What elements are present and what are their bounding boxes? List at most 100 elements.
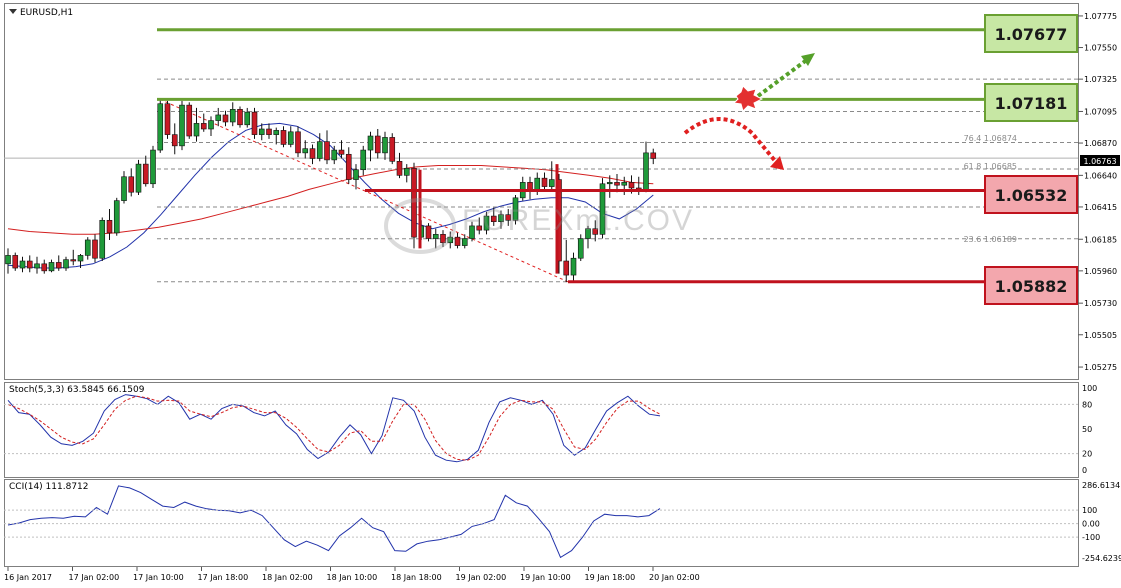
candle-body	[48, 262, 55, 272]
time-tick-label: 19 Jan 02:00	[456, 573, 507, 582]
candle-body	[244, 111, 251, 126]
candle-body	[490, 215, 497, 222]
support-value-2: 1.05882	[995, 277, 1068, 296]
candle-body	[548, 179, 555, 187]
candle-body	[237, 109, 243, 126]
stochastic-tick-label: 0	[1082, 466, 1087, 475]
price-tick-label: 1.07095	[1084, 107, 1117, 116]
price-tick-label: 1.06870	[1084, 139, 1117, 148]
time-tick-label: 18 Jan 02:00	[262, 573, 313, 582]
stochastic-tick-label: 100	[1082, 384, 1097, 393]
candle-body	[121, 176, 127, 201]
candle-body	[77, 255, 84, 262]
candle-body	[142, 163, 149, 185]
cci-tick-label: -254.6239	[1082, 554, 1121, 563]
price-tick-label: 1.06640	[1084, 171, 1117, 180]
price-tick-label: 1.06185	[1084, 235, 1117, 244]
candle-body	[396, 161, 403, 176]
stochastic-tick-label: 20	[1082, 450, 1092, 459]
candle-body	[92, 239, 98, 259]
time-tick-label: 17 Jan 18:00	[198, 573, 249, 582]
candle-body	[316, 141, 323, 159]
candle-body	[345, 153, 352, 180]
candle-body	[19, 260, 26, 269]
price-axis: 1.07775 1.07550 1.07325 1.07095 1.06870 1.066…	[4, 12, 1121, 563]
bearish-projection-arrow	[683, 117, 778, 164]
candle-body	[266, 128, 272, 135]
stochastic-tick-label: 50	[1082, 425, 1092, 434]
stochastic-signal-line	[7, 395, 661, 461]
resistance-box-2	[984, 14, 1078, 53]
resistance-value-1: 1.07181	[995, 94, 1068, 113]
candle-body	[171, 134, 178, 147]
price-tick-label: 1.07775	[1084, 12, 1117, 21]
candle-body	[512, 197, 519, 221]
candle-body	[106, 219, 113, 234]
fib-label-61-8: 61.8 1.06685	[964, 162, 1017, 171]
candle-body	[411, 168, 417, 238]
candle-body	[26, 260, 33, 269]
candle-body	[193, 123, 200, 137]
candle-body	[84, 239, 91, 256]
candle-body	[302, 148, 309, 154]
candle-body	[222, 114, 229, 123]
candle-body	[498, 214, 504, 222]
candle-body	[621, 182, 628, 186]
time-tick-label: 19 Jan 10:00	[520, 573, 571, 582]
candle-body	[599, 183, 606, 235]
candle-body	[34, 263, 40, 269]
cci-series	[7, 485, 661, 559]
candle-body	[186, 104, 193, 137]
candle-body	[389, 137, 396, 162]
candle-body	[440, 234, 446, 244]
chart-menu-triangle-icon[interactable]	[9, 9, 17, 14]
cci-pane-frame	[4, 479, 1079, 567]
candle-body	[229, 109, 236, 123]
candle-body	[331, 149, 338, 161]
candle-body	[483, 215, 490, 231]
candle-body	[215, 114, 222, 121]
time-tick-label: 18 Jan 18:00	[391, 573, 442, 582]
current-price-value: 1.06763	[1083, 157, 1116, 166]
fibonacci-lines	[4, 29, 1078, 283]
watermark-text: FOREXmt.COV	[462, 204, 694, 237]
candle-body	[614, 182, 620, 186]
cci-tick-label: -100	[1082, 533, 1100, 542]
candle-body	[461, 238, 468, 246]
candle-body	[570, 257, 577, 276]
candle-body	[382, 137, 388, 154]
fibonacci-trendline	[159, 98, 569, 283]
candlestick-series	[5, 98, 657, 283]
watermark: FOREXmt.COV	[384, 198, 694, 254]
candle-body	[63, 259, 69, 269]
price-pane-frame	[4, 3, 1079, 380]
cci-label: CCI(14) 111.8712	[9, 482, 89, 492]
time-tick-label: 17 Jan 02:00	[69, 573, 120, 582]
candle-body	[628, 182, 635, 189]
candle-body	[251, 111, 258, 135]
time-tick-label: 17 Jan 10:00	[133, 573, 184, 582]
cci-tick-label: 100	[1082, 506, 1097, 515]
cci-tick-label: 286.6134	[1082, 481, 1120, 490]
bearish-arrow-head	[770, 156, 784, 170]
bullish-projection-arrow	[756, 57, 810, 98]
candle-body	[287, 131, 294, 145]
candle-body	[273, 130, 280, 135]
candle-body	[585, 228, 591, 239]
time-axis: 16 Jan 2017 17 Jan 02:00 17 Jan 10:00 17 Ja…	[4, 567, 700, 582]
current-price-tag	[1080, 155, 1120, 166]
candle-body	[360, 149, 367, 171]
price-tick-label: 1.05960	[1084, 267, 1117, 276]
candle-body	[403, 168, 410, 176]
candle-body	[606, 182, 613, 185]
candle-body	[454, 236, 461, 246]
breakout-burst-icon	[732, 85, 764, 112]
candle-body	[295, 131, 301, 154]
time-tick-label: 20 Jan 02:00	[649, 573, 700, 582]
support-box-2	[984, 266, 1078, 305]
stochastic-label: Stoch(5,3,3) 63.5845 66.1509	[9, 385, 145, 395]
candle-body	[128, 176, 135, 193]
candle-body	[425, 225, 432, 239]
candle-body	[309, 148, 316, 159]
